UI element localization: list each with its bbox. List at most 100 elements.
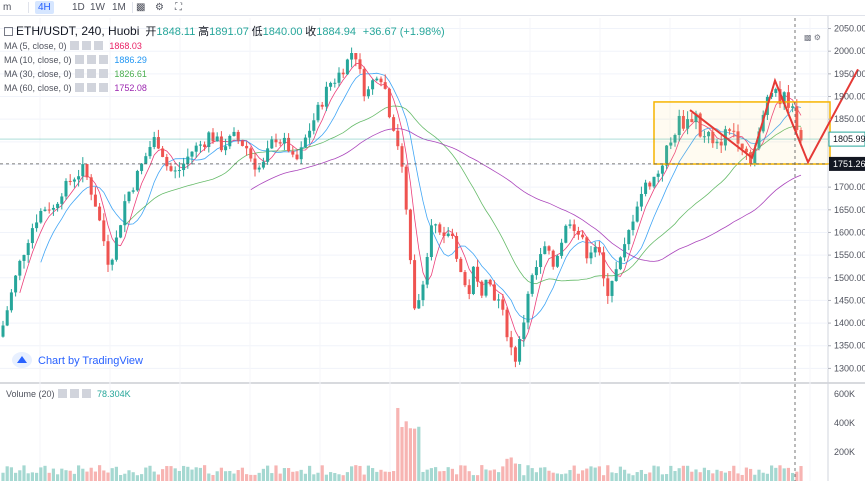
ma10-label: MA (10, close, 0)	[4, 55, 72, 65]
volume-bar	[539, 467, 543, 481]
volume-bar	[421, 471, 425, 481]
chart-type-icon[interactable]: ▩	[136, 2, 146, 13]
candle-body	[438, 224, 442, 233]
candle-body	[539, 254, 543, 268]
price-axis[interactable]: 2050.002000.001950.001900.001850.001800.…	[828, 24, 865, 374]
candle-body	[421, 284, 425, 301]
volume-bar	[375, 471, 379, 481]
candle-body	[471, 266, 475, 294]
candle-body	[597, 247, 601, 253]
ma10-legend-row[interactable]: MA (10, close, 0) 1886.29	[4, 53, 147, 68]
candle-body	[375, 78, 379, 81]
ma5-legend-row[interactable]: MA (5, close, 0) 1868.03	[4, 39, 142, 54]
interval-1d-button[interactable]: 1D	[72, 2, 85, 13]
axis-options-icon[interactable]: ▩ ⚙	[804, 33, 821, 42]
interval-1m-button[interactable]: 1M	[112, 2, 126, 13]
volume-bar	[635, 472, 639, 481]
close-icon[interactable]	[81, 389, 91, 398]
volume-bar	[228, 470, 232, 481]
eye-icon[interactable]	[74, 69, 84, 78]
eye-icon[interactable]	[74, 83, 84, 92]
low-value: 1840.00	[262, 26, 303, 38]
tradingview-watermark[interactable]: Chart by TradingView	[12, 352, 143, 368]
candle-body	[505, 309, 509, 338]
close-icon[interactable]	[98, 83, 108, 92]
volume-bar	[543, 467, 547, 481]
candle-body	[236, 131, 240, 141]
volume-bar	[383, 471, 387, 481]
candle-body	[639, 193, 643, 207]
candle-body	[354, 53, 358, 60]
interval-4h-button[interactable]: 4H	[35, 1, 54, 14]
volume-bar	[106, 472, 110, 481]
candle-body	[660, 165, 664, 174]
volume-bar	[555, 473, 559, 481]
candle-body	[749, 152, 753, 165]
ma30-value: 1826.61	[114, 69, 147, 79]
volume-bar	[593, 467, 597, 481]
candle-body	[467, 285, 471, 294]
close-value: 1884.94	[316, 26, 356, 38]
settings-icon[interactable]	[86, 55, 96, 64]
ma60-value: 1752.08	[114, 83, 147, 93]
volume-bar	[198, 467, 202, 481]
symbol-title: ETH/USDT, 240, Huobi	[16, 24, 140, 38]
volume-legend[interactable]: Volume (20) 78.304K	[6, 389, 131, 399]
volume-bar	[723, 472, 727, 481]
candle-body	[719, 141, 723, 146]
volume-value: 78.304K	[97, 389, 131, 399]
price-tick-label: 2050.00	[834, 24, 865, 34]
volume-bar	[627, 473, 631, 481]
candle-body	[791, 106, 795, 108]
candle-body	[60, 196, 64, 204]
volume-bar	[429, 468, 433, 481]
settings-icon[interactable]	[86, 69, 96, 78]
settings-icon[interactable]	[86, 83, 96, 92]
close-icon[interactable]	[98, 69, 108, 78]
close-icon[interactable]	[93, 41, 103, 50]
candle-body	[509, 337, 513, 348]
volume-bar	[333, 473, 337, 481]
volume-bar	[518, 463, 522, 481]
candle-body	[51, 207, 55, 210]
volume-bar	[30, 472, 34, 481]
volume-bar	[72, 473, 76, 481]
volume-bar	[476, 475, 480, 481]
candle-body	[337, 72, 341, 83]
volume-bar	[282, 468, 286, 481]
volume-bar	[9, 467, 13, 481]
volume-bar	[631, 475, 635, 481]
ma30-legend-row[interactable]: MA (30, close, 0) 1826.61	[4, 67, 147, 82]
candle-body	[224, 146, 228, 151]
fullscreen-icon[interactable]: ⛶	[175, 2, 182, 13]
eye-icon[interactable]	[69, 41, 79, 50]
candle-body	[131, 190, 135, 192]
volume-bar	[207, 473, 211, 481]
ma60-legend-row[interactable]: MA (60, close, 0) 1752.08	[4, 81, 147, 96]
eye-icon[interactable]	[74, 55, 84, 64]
candle-body	[85, 164, 89, 178]
volume-bar	[597, 466, 601, 481]
volume-bar	[299, 469, 303, 481]
settings-icon[interactable]: ⚙	[155, 2, 164, 13]
change-value: +36.67 (+1.98%)	[362, 26, 445, 38]
price-tick-label: 2000.00	[834, 46, 865, 56]
candle-body	[135, 170, 139, 191]
settings-icon[interactable]	[69, 389, 79, 398]
candle-body	[581, 234, 585, 238]
volume-bar	[156, 474, 160, 481]
moving-average-lines	[19, 62, 802, 343]
candle-body	[568, 224, 572, 226]
collapse-legend-icon[interactable]	[4, 27, 13, 36]
interval-minutes-button[interactable]: m	[3, 2, 12, 13]
candle-body	[228, 135, 232, 147]
close-icon[interactable]	[98, 55, 108, 64]
eye-icon[interactable]	[57, 389, 67, 398]
volume-axis[interactable]: 600K 400K 200K	[834, 389, 855, 457]
candle-body	[211, 132, 215, 142]
candle-body	[555, 255, 559, 267]
interval-1w-button[interactable]: 1W	[90, 2, 105, 13]
volume-bar	[438, 471, 442, 481]
settings-icon[interactable]	[81, 41, 91, 50]
